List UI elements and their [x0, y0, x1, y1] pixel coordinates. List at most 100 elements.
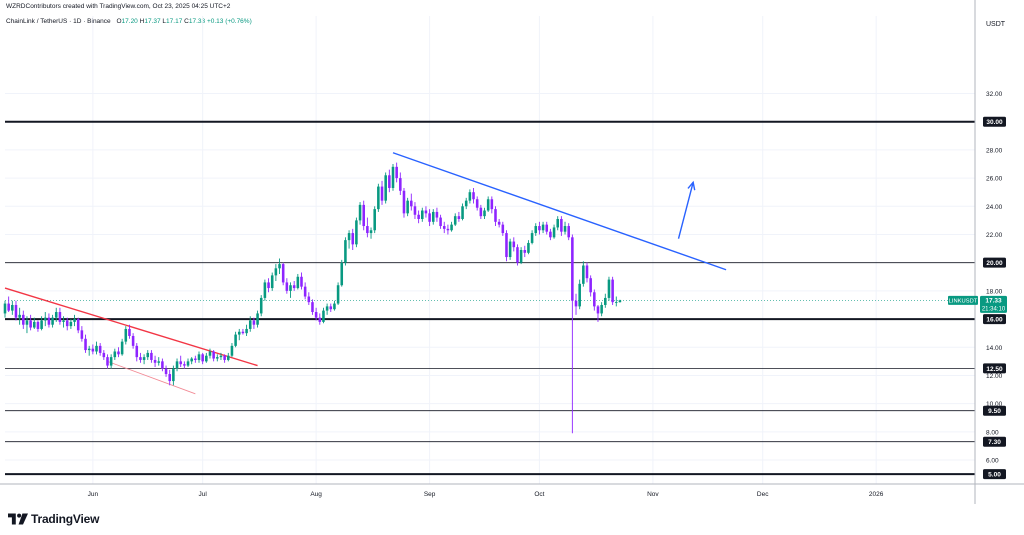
candle — [197, 351, 201, 363]
candle — [483, 207, 486, 219]
candle — [274, 264, 278, 282]
candle-body — [475, 199, 479, 208]
candle — [190, 357, 193, 365]
candle — [36, 320, 40, 332]
candle-body — [197, 354, 201, 360]
candle-body — [333, 303, 336, 310]
candle — [281, 262, 285, 286]
candle-body — [530, 233, 534, 243]
candle — [227, 352, 230, 362]
chart-credit: WZRDContributors created with TradingVie… — [6, 3, 231, 10]
candle-body — [560, 218, 563, 232]
candle-body — [124, 328, 128, 342]
candle-body — [14, 304, 18, 318]
candle — [230, 343, 234, 358]
candle-body — [296, 276, 300, 289]
candle — [435, 207, 439, 222]
candle-body — [362, 204, 365, 227]
candle — [615, 296, 618, 307]
candle-body — [501, 224, 505, 234]
last-price-badge — [980, 295, 1007, 313]
candle-body — [194, 358, 197, 360]
candle — [545, 221, 549, 235]
level-price-badge — [983, 363, 1006, 374]
candle — [29, 314, 32, 331]
candle — [336, 282, 340, 305]
candle-body — [421, 210, 424, 219]
y-tick-label: 14.00 — [986, 345, 1003, 352]
candle-body — [527, 242, 530, 253]
candle-body — [567, 226, 570, 238]
candle-body — [102, 352, 106, 358]
candle — [505, 230, 508, 262]
candle — [552, 224, 556, 239]
candle-body — [582, 265, 585, 284]
candle — [618, 299, 622, 303]
candle — [186, 358, 190, 367]
candle-body — [47, 317, 51, 325]
candle-body — [3, 303, 7, 314]
level-price-label: 16.00 — [986, 317, 1003, 324]
candle — [183, 361, 186, 369]
candle — [270, 272, 274, 291]
candle — [490, 196, 494, 214]
candle — [560, 216, 563, 236]
candle-body — [505, 233, 508, 258]
candle — [431, 209, 435, 225]
candle-body — [172, 368, 175, 382]
candle — [406, 197, 409, 217]
candle — [446, 224, 450, 235]
candle-body — [347, 233, 351, 241]
candle — [285, 278, 289, 294]
candle — [410, 193, 413, 211]
candle-body — [340, 262, 344, 286]
candle-body — [442, 226, 446, 229]
candle — [3, 300, 7, 318]
candle-body — [150, 352, 153, 360]
candle-body — [589, 278, 592, 293]
candle-body — [120, 341, 124, 355]
candle — [278, 258, 281, 274]
candle — [494, 206, 497, 227]
tradingview-brand[interactable]: TradingView — [8, 512, 99, 526]
candle — [201, 352, 204, 365]
candle — [574, 293, 578, 315]
high-label: H — [139, 18, 145, 25]
candle-body — [227, 355, 230, 360]
candle-body — [497, 221, 501, 225]
symbol-tag-text: LINKUSDT — [949, 299, 978, 305]
candle — [205, 352, 208, 363]
candle — [117, 347, 120, 358]
candle — [384, 172, 387, 204]
candle — [464, 197, 468, 210]
candle — [73, 314, 76, 327]
candle-body — [435, 211, 439, 218]
level-price-badge — [983, 116, 1006, 127]
level-price-label: 30.00 — [986, 119, 1003, 126]
trendline — [392, 152, 727, 271]
candle-body — [95, 345, 98, 352]
candle — [76, 317, 80, 334]
y-tick-label: 28.00 — [986, 147, 1003, 154]
symbol-name[interactable]: ChainLink / TetherUS · 1D · Binance — [6, 18, 111, 25]
candle-body — [267, 282, 270, 289]
level-price-label: 5.00 — [988, 472, 1001, 479]
candle-body — [615, 302, 618, 303]
candle-body — [468, 192, 472, 201]
candle — [296, 273, 300, 290]
candle — [442, 221, 446, 234]
candle — [516, 244, 519, 266]
candle — [468, 189, 472, 204]
candle-body — [366, 226, 369, 234]
trendline — [107, 360, 196, 395]
candle-body — [109, 357, 113, 366]
candle — [84, 334, 87, 353]
candle — [139, 352, 142, 363]
candle — [212, 350, 215, 362]
x-tick-label: Jul — [199, 491, 208, 498]
candle — [142, 354, 146, 365]
candle-body — [355, 220, 358, 245]
candle — [113, 348, 117, 360]
y-tick-label: 18.00 — [986, 288, 1003, 295]
